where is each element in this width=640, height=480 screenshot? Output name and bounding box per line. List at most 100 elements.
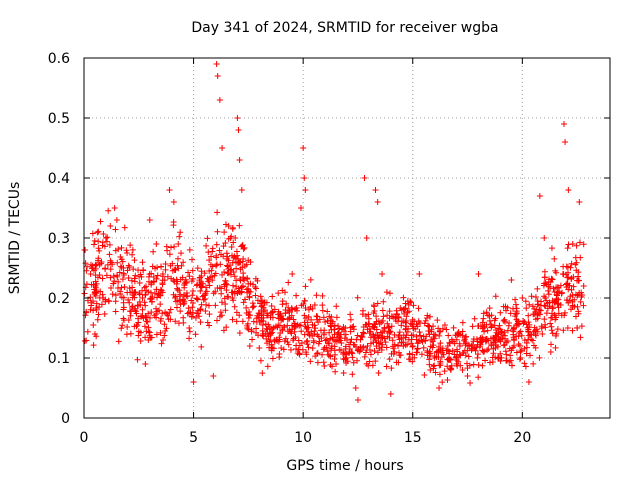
data-marker	[91, 331, 98, 337]
chart-title: Day 341 of 2024, SRMTID for receiver wgb…	[191, 20, 498, 36]
data-marker	[278, 313, 285, 319]
data-marker	[233, 318, 240, 325]
data-marker	[474, 351, 481, 358]
x-tick-label: 20	[513, 430, 531, 446]
data-marker	[461, 336, 468, 343]
data-marker	[296, 322, 303, 329]
data-marker	[213, 262, 220, 269]
data-marker	[298, 328, 305, 335]
data-marker	[420, 344, 427, 351]
data-marker	[268, 302, 275, 309]
data-marker	[474, 354, 481, 361]
data-marker	[319, 302, 326, 309]
data-marker	[522, 298, 529, 305]
data-marker	[166, 309, 173, 316]
data-marker	[137, 271, 144, 278]
data-marker	[276, 350, 283, 357]
data-marker	[436, 371, 443, 378]
data-marker	[535, 301, 542, 308]
data-marker	[427, 343, 434, 350]
data-marker	[252, 292, 259, 299]
data-marker	[568, 286, 575, 293]
data-marker	[347, 316, 354, 323]
data-marker	[539, 331, 546, 338]
data-marker	[511, 337, 518, 344]
data-marker	[542, 324, 549, 331]
data-marker	[364, 326, 371, 333]
data-marker	[148, 289, 155, 296]
data-marker	[169, 267, 176, 274]
data-marker	[481, 322, 488, 329]
data-marker	[243, 310, 250, 317]
data-marker	[436, 385, 443, 391]
data-marker	[321, 363, 328, 370]
data-marker	[82, 247, 89, 253]
data-marker	[320, 359, 327, 366]
data-marker	[512, 301, 519, 308]
data-marker	[256, 345, 263, 352]
data-marker	[408, 299, 415, 306]
data-marker	[99, 291, 106, 298]
data-marker	[114, 273, 121, 280]
data-marker	[523, 305, 530, 312]
data-marker	[309, 305, 316, 312]
data-marker	[310, 339, 317, 346]
data-marker	[533, 326, 540, 333]
data-marker	[352, 385, 359, 391]
data-marker	[305, 344, 312, 351]
data-marker	[500, 342, 507, 349]
data-marker	[408, 336, 415, 343]
data-marker	[313, 292, 320, 299]
data-marker	[112, 308, 119, 315]
data-marker	[314, 331, 321, 338]
data-marker	[495, 331, 502, 338]
data-marker	[197, 282, 204, 289]
data-marker	[375, 335, 382, 342]
data-marker	[414, 345, 421, 352]
data-marker	[417, 319, 424, 326]
data-marker	[446, 339, 453, 346]
data-marker	[192, 314, 199, 321]
data-marker	[288, 330, 295, 337]
data-marker	[206, 282, 213, 289]
data-marker	[537, 302, 544, 309]
data-marker	[127, 330, 134, 337]
data-marker	[153, 275, 160, 282]
data-marker	[569, 327, 576, 334]
data-marker	[244, 325, 251, 332]
data-marker	[414, 345, 421, 352]
data-marker	[99, 239, 106, 246]
data-marker	[459, 328, 466, 335]
data-marker	[177, 250, 184, 257]
data-marker	[221, 269, 228, 276]
data-marker	[402, 300, 409, 307]
data-marker	[379, 271, 386, 277]
data-marker	[87, 294, 94, 301]
data-marker	[463, 333, 470, 340]
data-marker	[184, 310, 191, 317]
data-marker	[115, 246, 122, 253]
data-marker	[170, 277, 177, 284]
data-marker	[205, 277, 212, 283]
data-marker	[341, 355, 348, 362]
data-marker	[236, 157, 243, 163]
data-marker	[298, 302, 305, 309]
data-marker	[160, 336, 167, 343]
data-marker	[531, 305, 538, 312]
data-marker	[467, 379, 474, 386]
data-marker	[331, 355, 338, 362]
data-marker	[275, 290, 282, 297]
data-marker	[95, 238, 102, 245]
data-marker	[206, 311, 213, 318]
data-marker	[525, 328, 532, 335]
data-marker	[223, 287, 230, 294]
data-marker	[350, 359, 357, 366]
data-marker	[322, 319, 329, 325]
data-marker	[93, 300, 100, 307]
data-marker	[333, 303, 340, 310]
data-marker	[464, 365, 471, 372]
y-tick-label: 0.1	[48, 351, 70, 367]
data-marker	[105, 207, 112, 214]
data-marker	[189, 275, 196, 282]
data-marker	[507, 357, 514, 364]
